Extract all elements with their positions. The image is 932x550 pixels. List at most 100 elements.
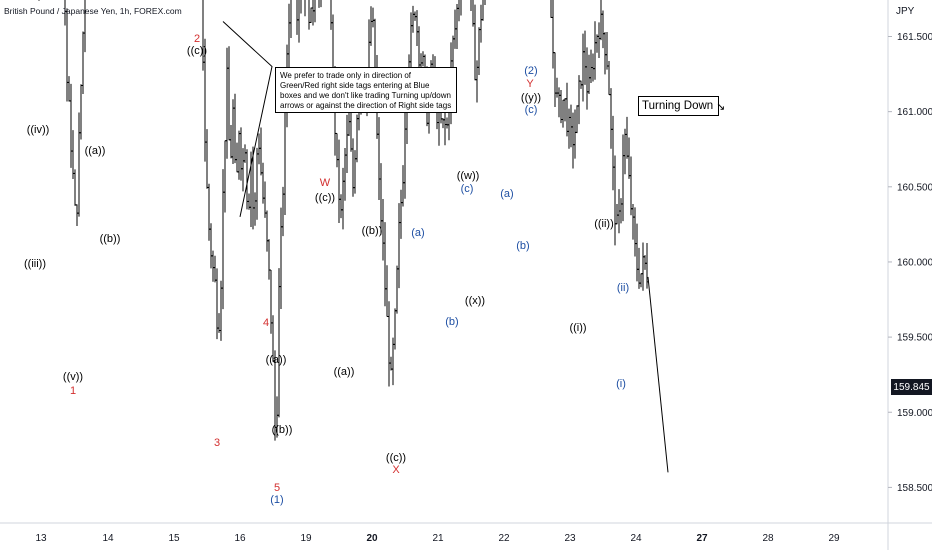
ohlc-bar [379,163,383,235]
ohlc-bar [304,0,306,17]
ohlc-bar [353,150,357,194]
trading-note-text: We prefer to trade only in direction of … [280,71,452,110]
x-tick-label: 15 [168,533,180,544]
wave-label: (1) [270,494,283,506]
ohlc-bar [377,117,381,200]
ohlc-bar [559,90,563,124]
turning-down-badge: Turning Down ↘ [638,96,725,116]
ohlc-bar [337,139,341,224]
ohlc-bar [231,99,235,165]
ohlc-bar [627,137,631,179]
ohlc-bar [330,0,333,30]
ohlc-bar [383,222,387,307]
wave-label: (c) [461,183,474,195]
ohlc-bar [389,356,393,371]
ohlc-bar [421,51,425,67]
ohlc-bar [203,38,207,162]
ohlc-bar [591,53,595,82]
turning-down-label: Turning Down [642,100,714,112]
wave-label: ((a)) [85,145,106,157]
ohlc-bar [235,142,239,173]
wave-label: ((b)) [100,233,121,245]
ohlc-bar [472,0,475,27]
wave-labels: ((iv))((iii))((v))1((a))((b))2((c))34((a… [24,33,629,506]
wave-label: ((c)) [386,452,406,464]
ohlc-bar [297,0,300,43]
ohlc-bar [300,0,302,14]
ohlc-bar [267,239,271,280]
ohlc-bar [318,0,320,8]
chart-lines: Invalidation Level163.3461 (162.581) [647,276,669,473]
wave-label: 5 [274,482,280,494]
ohlc-bar [373,18,377,74]
wave-label: ((w)) [457,170,480,182]
ohlc-bar [473,4,477,81]
wave-label: (c) [525,104,538,116]
ohlc-bar [343,147,347,201]
ohlc-bar [205,129,209,189]
ohlc-bar [225,47,229,159]
wave-label: (b) [516,240,529,252]
ohlc-bar [243,144,247,163]
ohlc-bar [296,0,299,35]
ohlc-bar [227,46,231,141]
chart-title: British Pound / Japanese Yen, 1h, FOREX.… [4,6,182,16]
x-tick-label: 24 [630,533,642,544]
y-tick-label: 158.500 [897,483,932,494]
ohlc-bar [481,0,484,21]
wave-label: 4 [263,317,269,329]
ohlc-bar [553,52,557,107]
ohlc-bar [71,130,75,179]
ohlc-bar [339,194,343,219]
ohlc-bar [369,6,373,46]
ohlc-bar [309,7,313,24]
ohlc-bar [207,183,211,241]
ohlc-bar [599,0,603,41]
ohlc-bar [567,108,571,149]
ohlc-bar [397,203,401,289]
ohlc-bar [67,76,71,102]
ohlc-bar [484,0,486,6]
down-right-arrow-icon: ↘ [716,100,726,113]
ohlc-bar [219,280,223,341]
ohlc-bar [77,112,81,217]
ohlc-bar [569,104,573,148]
y-tick-label: 161.000 [897,107,932,118]
ohlc-bar [255,147,259,220]
ohlc-bar [279,207,283,309]
ohlc-bar [619,198,623,224]
x-tick-label: 28 [762,533,774,544]
ohlc-bar [65,8,69,102]
ohlc-bar [605,32,609,70]
ohlc-bar [355,114,359,163]
ohlc-bar [411,5,415,33]
ohlc-bar [73,169,77,206]
wave-label: ((i)) [569,322,586,334]
wave-label: W [320,177,331,189]
x-tick-label: 19 [300,533,312,544]
ohlc-bar [233,93,237,164]
ohlc-bar [241,148,245,192]
ohlc-bar [371,7,375,28]
ohlc-bar [257,133,261,165]
wave-label: ((c)) [187,45,207,57]
x-tick-label: 29 [828,533,840,544]
wave-label: (2) [524,65,537,77]
ohlc-bar [601,10,605,49]
current-price-tag: 159.845 [891,379,932,395]
y-tick-label: 161.500 [897,32,932,43]
ohlc-bar [385,265,389,318]
ohlc-bar [557,87,561,118]
projection-line [647,276,669,473]
x-tick-label: 23 [564,533,576,544]
ohlc-bar [585,47,589,110]
wave-label: ((v)) [63,371,83,383]
ohlc-bar [623,128,627,175]
ohlc-bar [633,207,637,257]
ohlc-bar [571,112,575,169]
ohlc-bar [635,223,639,282]
ohlc-bar [261,162,265,204]
wave-label: (a) [500,188,513,200]
